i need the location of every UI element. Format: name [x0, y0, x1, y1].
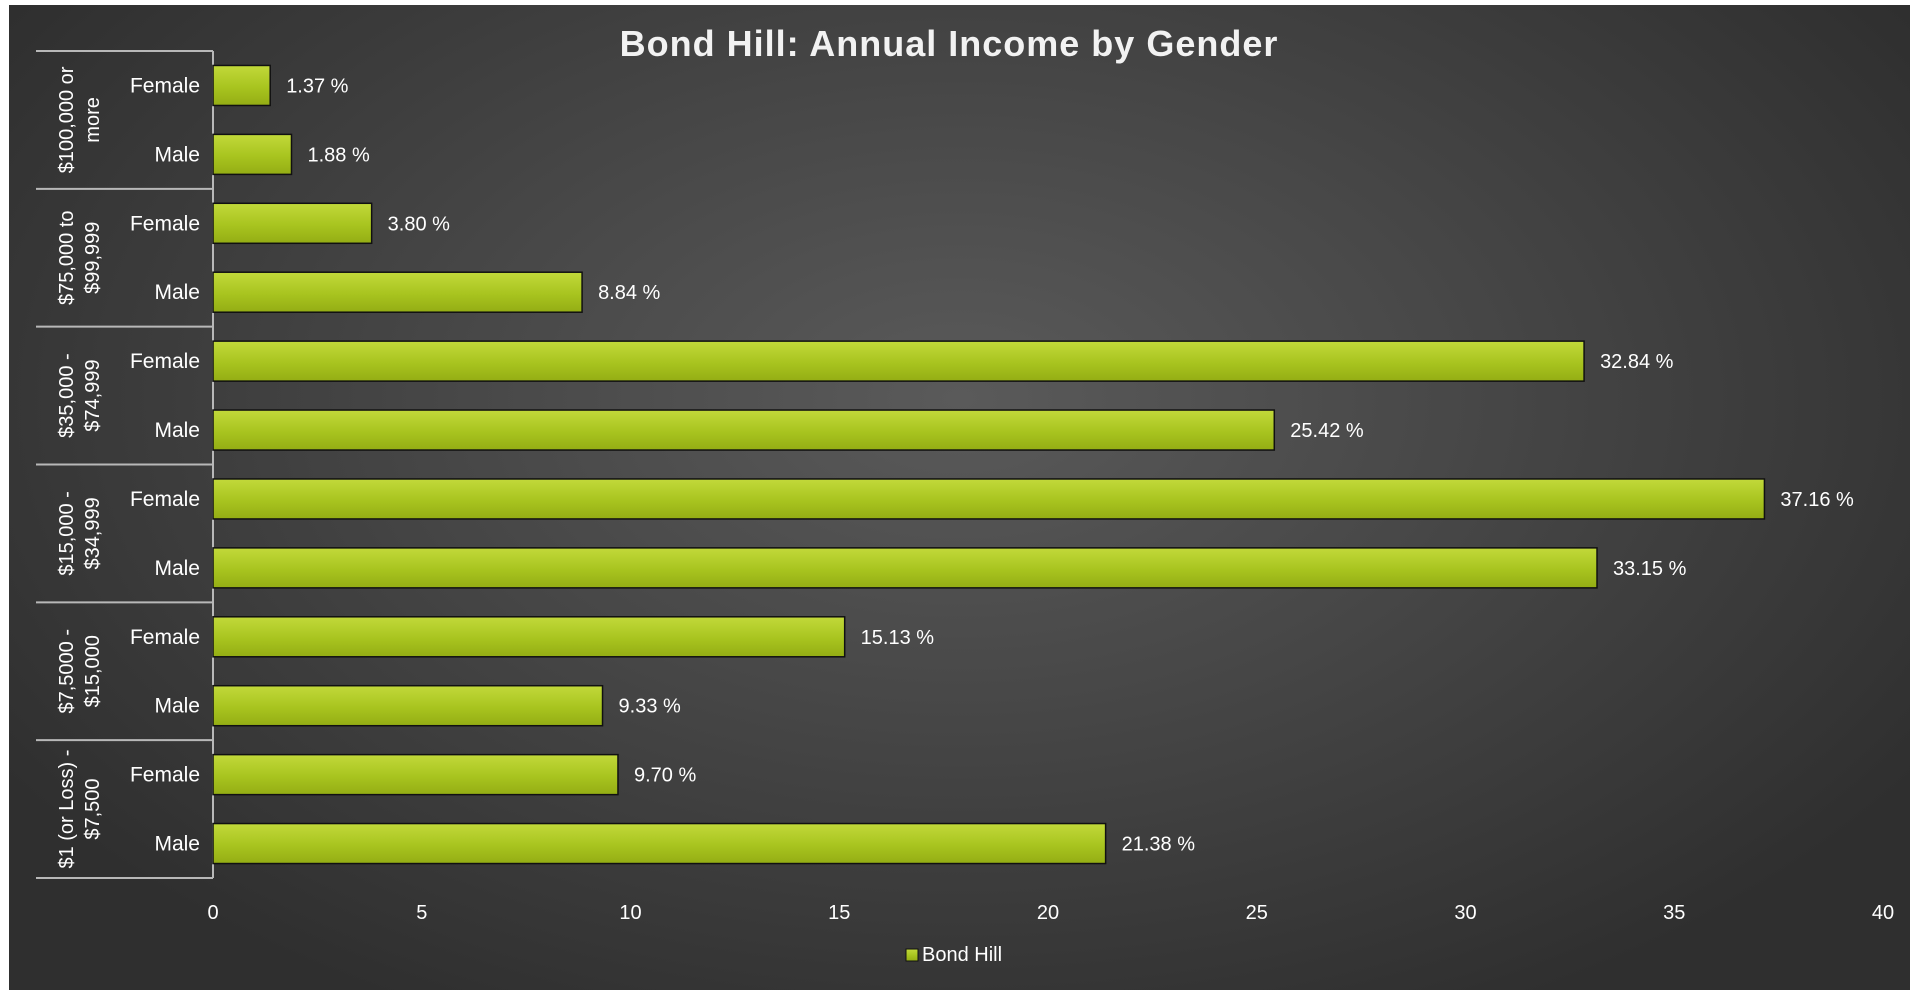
sub-category-label: Male	[154, 557, 200, 580]
x-tick-label: 5	[416, 902, 427, 924]
legend-swatch	[905, 948, 919, 962]
data-label: 9.70 %	[634, 765, 696, 787]
bar	[212, 616, 846, 658]
sub-category-label: Male	[154, 695, 200, 718]
sub-category-label: Female	[130, 74, 200, 97]
bar	[212, 822, 1107, 865]
bar	[212, 409, 1276, 451]
group-label-line: $1 (or Loss) -	[56, 750, 78, 869]
group-label: $75,000 to $99,999	[56, 210, 104, 305]
sub-category-label: Male	[154, 419, 200, 442]
group-label: $15,000 - $34,999	[56, 491, 104, 576]
group-label-line: $100,000 or	[56, 66, 78, 173]
x-tick-label: 25	[1246, 902, 1268, 924]
group-label: $100,000 or more	[56, 66, 104, 173]
data-label: 15.13 %	[861, 627, 935, 649]
x-tick-label: 20	[1037, 902, 1059, 924]
group-label: $35,000 - $74,999	[56, 353, 104, 438]
group-label-line: $35,000 -	[56, 353, 78, 438]
group-label-line: $15,000 -	[56, 491, 78, 576]
bar	[212, 133, 293, 176]
axis-layer	[36, 50, 214, 879]
group-label-line: $34,999	[82, 497, 104, 569]
bar	[212, 202, 373, 245]
group-label-line: $7,5000 -	[56, 629, 78, 714]
x-tick-label: 0	[207, 902, 218, 924]
sub-category-label: Female	[130, 212, 200, 235]
data-label: 1.88 %	[307, 144, 369, 166]
bar	[212, 753, 619, 796]
x-tick-label: 40	[1872, 902, 1894, 924]
group-label-line: $74,999	[82, 359, 104, 431]
x-tick-label: 35	[1663, 902, 1685, 924]
group-label-line: $99,999	[82, 222, 104, 294]
bar	[212, 271, 583, 313]
x-tick-label: 10	[619, 902, 641, 924]
sub-category-label: Male	[154, 143, 200, 166]
bar	[212, 64, 271, 107]
data-label: 32.84 %	[1600, 351, 1674, 373]
data-label: 21.38 %	[1122, 834, 1196, 856]
chart-area: Bond Hill: Annual Income by Gender $100,…	[9, 5, 1910, 990]
sub-category-label: Female	[130, 626, 200, 649]
data-label: 37.16 %	[1780, 489, 1854, 511]
legend: Bond Hill	[905, 944, 1002, 966]
sub-category-label: Female	[130, 350, 200, 373]
group-label-line: $75,000 to	[56, 210, 78, 305]
data-label: 1.37 %	[286, 75, 348, 97]
bar	[212, 547, 1598, 589]
data-label: 25.42 %	[1290, 420, 1364, 442]
sub-category-label: Female	[130, 488, 200, 511]
data-label: 9.33 %	[619, 696, 681, 718]
group-label: $1 (or Loss) - $7,500	[56, 750, 104, 869]
group-label-line: $7,500	[82, 778, 104, 839]
bars-layer	[212, 64, 1766, 865]
group-label: $7,5000 - $15,000	[56, 629, 104, 714]
data-label: 8.84 %	[598, 282, 660, 304]
sub-category-label: Male	[154, 833, 200, 856]
data-label: 3.80 %	[388, 213, 450, 235]
x-tick-label: 15	[828, 902, 850, 924]
sub-category-label: Female	[130, 764, 200, 787]
group-label-line: more	[82, 97, 104, 143]
data-label: 33.15 %	[1613, 558, 1687, 580]
bar	[212, 684, 604, 727]
x-tick-label: 30	[1454, 902, 1476, 924]
legend-label: Bond Hill	[922, 944, 1002, 966]
bar	[212, 478, 1766, 520]
group-label-line: $15,000	[82, 635, 104, 707]
bar-chart: Bond Hill: Annual Income by Gender $100,…	[36, 23, 1894, 966]
sub-category-label: Male	[154, 281, 200, 304]
bar	[212, 340, 1585, 382]
labels-layer: $100,000 or more Female 1.37 % Male 1.88 % $75…	[56, 66, 1894, 924]
chart-title: Bond Hill: Annual Income by Gender	[620, 23, 1279, 64]
